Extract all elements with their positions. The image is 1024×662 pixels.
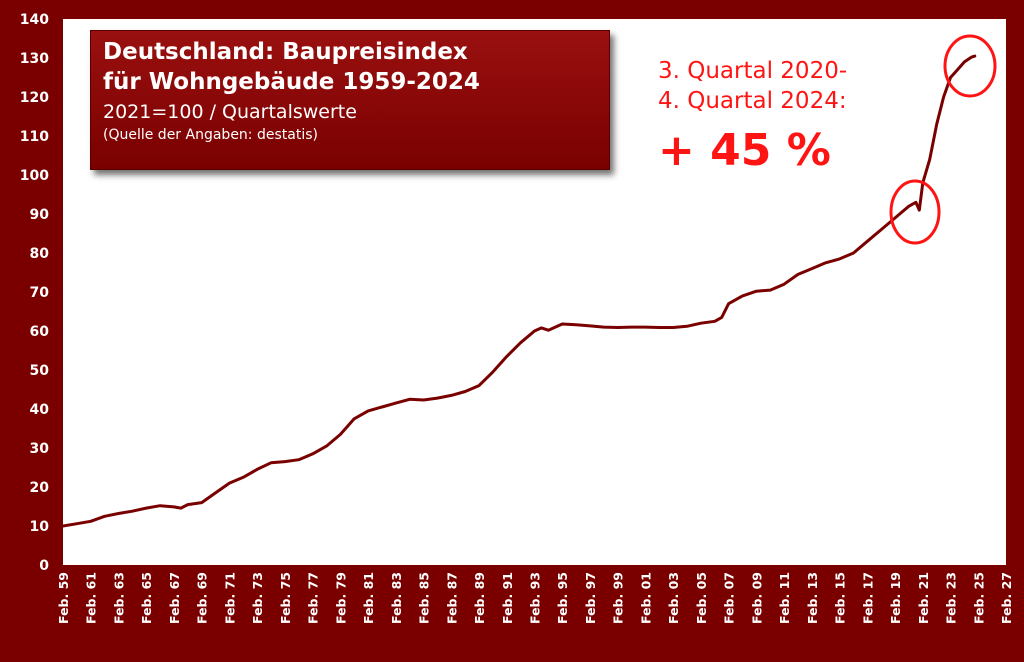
x-tick-label: Feb. 93	[528, 572, 543, 624]
y-tick-label: 100	[20, 168, 49, 184]
highlight-circle-2020	[889, 179, 941, 245]
x-tick-label: Feb. 65	[139, 572, 154, 624]
x-tick-label: Feb. 01	[638, 572, 653, 624]
x-tick-label: Feb. 87	[444, 572, 459, 624]
chart-source: (Quelle der Angaben: destatis)	[103, 127, 318, 143]
x-tick-label: Feb. 59	[56, 572, 71, 624]
x-tick-label: Feb. 75	[278, 572, 293, 624]
x-tick-label: Feb. 71	[222, 572, 237, 624]
x-tick-label: Feb. 61	[84, 572, 99, 624]
y-tick-label: 10	[30, 519, 50, 535]
y-tick-label: 0	[39, 558, 49, 574]
x-tick-label: Feb. 07	[722, 572, 737, 624]
y-tick-label: 70	[30, 285, 50, 301]
x-tick-label: Feb. 79	[333, 572, 348, 624]
x-tick-label: Feb. 63	[111, 572, 126, 624]
x-tick-label: Feb. 17	[860, 572, 875, 624]
x-tick-label: Feb. 99	[611, 572, 626, 624]
x-tick-label: Feb. 21	[916, 572, 931, 624]
x-tick-label: Feb. 73	[250, 572, 265, 624]
annotation-line1: 3. Quartal 2020-	[658, 58, 848, 84]
x-tick-label: Feb. 19	[888, 572, 903, 624]
annotation-line2: 4. Quartal 2024:	[658, 88, 847, 114]
y-tick-label: 130	[20, 51, 49, 67]
y-tick-label: 30	[30, 441, 50, 457]
x-tick-label: Feb. 83	[389, 572, 404, 624]
x-tick-label: Feb. 11	[777, 572, 792, 624]
y-tick-label: 20	[30, 480, 50, 496]
y-tick-label: 60	[30, 324, 50, 340]
x-tick-label: Feb. 95	[555, 572, 570, 624]
y-tick-label: 90	[30, 207, 50, 223]
x-tick-label: Feb. 67	[167, 572, 182, 624]
chart-title-box: Deutschland: Baupreisindex für Wohngebäu…	[90, 30, 610, 170]
y-axis: 0 10 20 30 40 50 60 70 80 90 100 110 120 130 140	[20, 12, 49, 574]
x-tick-label: Feb. 09	[749, 572, 764, 624]
x-tick-label: Feb. 13	[805, 572, 820, 624]
y-tick-label: 50	[30, 363, 50, 379]
y-tick-label: 40	[30, 402, 50, 418]
annotation-value: + 45 %	[658, 125, 831, 176]
x-tick-label: Feb. 89	[472, 572, 487, 624]
x-tick-label: Feb. 81	[361, 572, 376, 624]
y-tick-label: 140	[20, 12, 49, 28]
y-tick-label: 120	[20, 90, 49, 106]
x-tick-label: Feb. 25	[971, 572, 986, 624]
x-tick-label: Feb. 91	[500, 572, 515, 624]
chart-subtitle: 2021=100 / Quartalswerte	[103, 101, 357, 123]
x-tick-label: Feb. 97	[583, 572, 598, 624]
x-tick-label: Feb. 69	[195, 572, 210, 624]
x-tick-label: Feb. 03	[666, 572, 681, 624]
y-tick-label: 110	[20, 129, 49, 145]
series-line	[61, 54, 977, 528]
change-annotation: 3. Quartal 2020- 4. Quartal 2024: + 45 %	[658, 56, 847, 180]
x-axis: Feb. 59 Feb. 61 Feb. 63 Feb. 65 Feb. 67 Feb. …	[56, 572, 1014, 624]
chart-title-line1: Deutschland: Baupreisindex	[103, 39, 468, 65]
x-tick-label: Feb. 77	[306, 572, 321, 624]
x-tick-label: Feb. 27	[999, 572, 1014, 624]
x-tick-label: Feb. 85	[417, 572, 432, 624]
y-tick-label: 80	[30, 246, 50, 262]
highlight-circle-2024	[943, 34, 997, 98]
x-tick-label: Feb. 05	[694, 572, 709, 624]
x-tick-label: Feb. 23	[944, 572, 959, 624]
chart-title-line2: für Wohngebäude 1959-2024	[103, 69, 480, 95]
x-tick-label: Feb. 15	[833, 572, 848, 624]
